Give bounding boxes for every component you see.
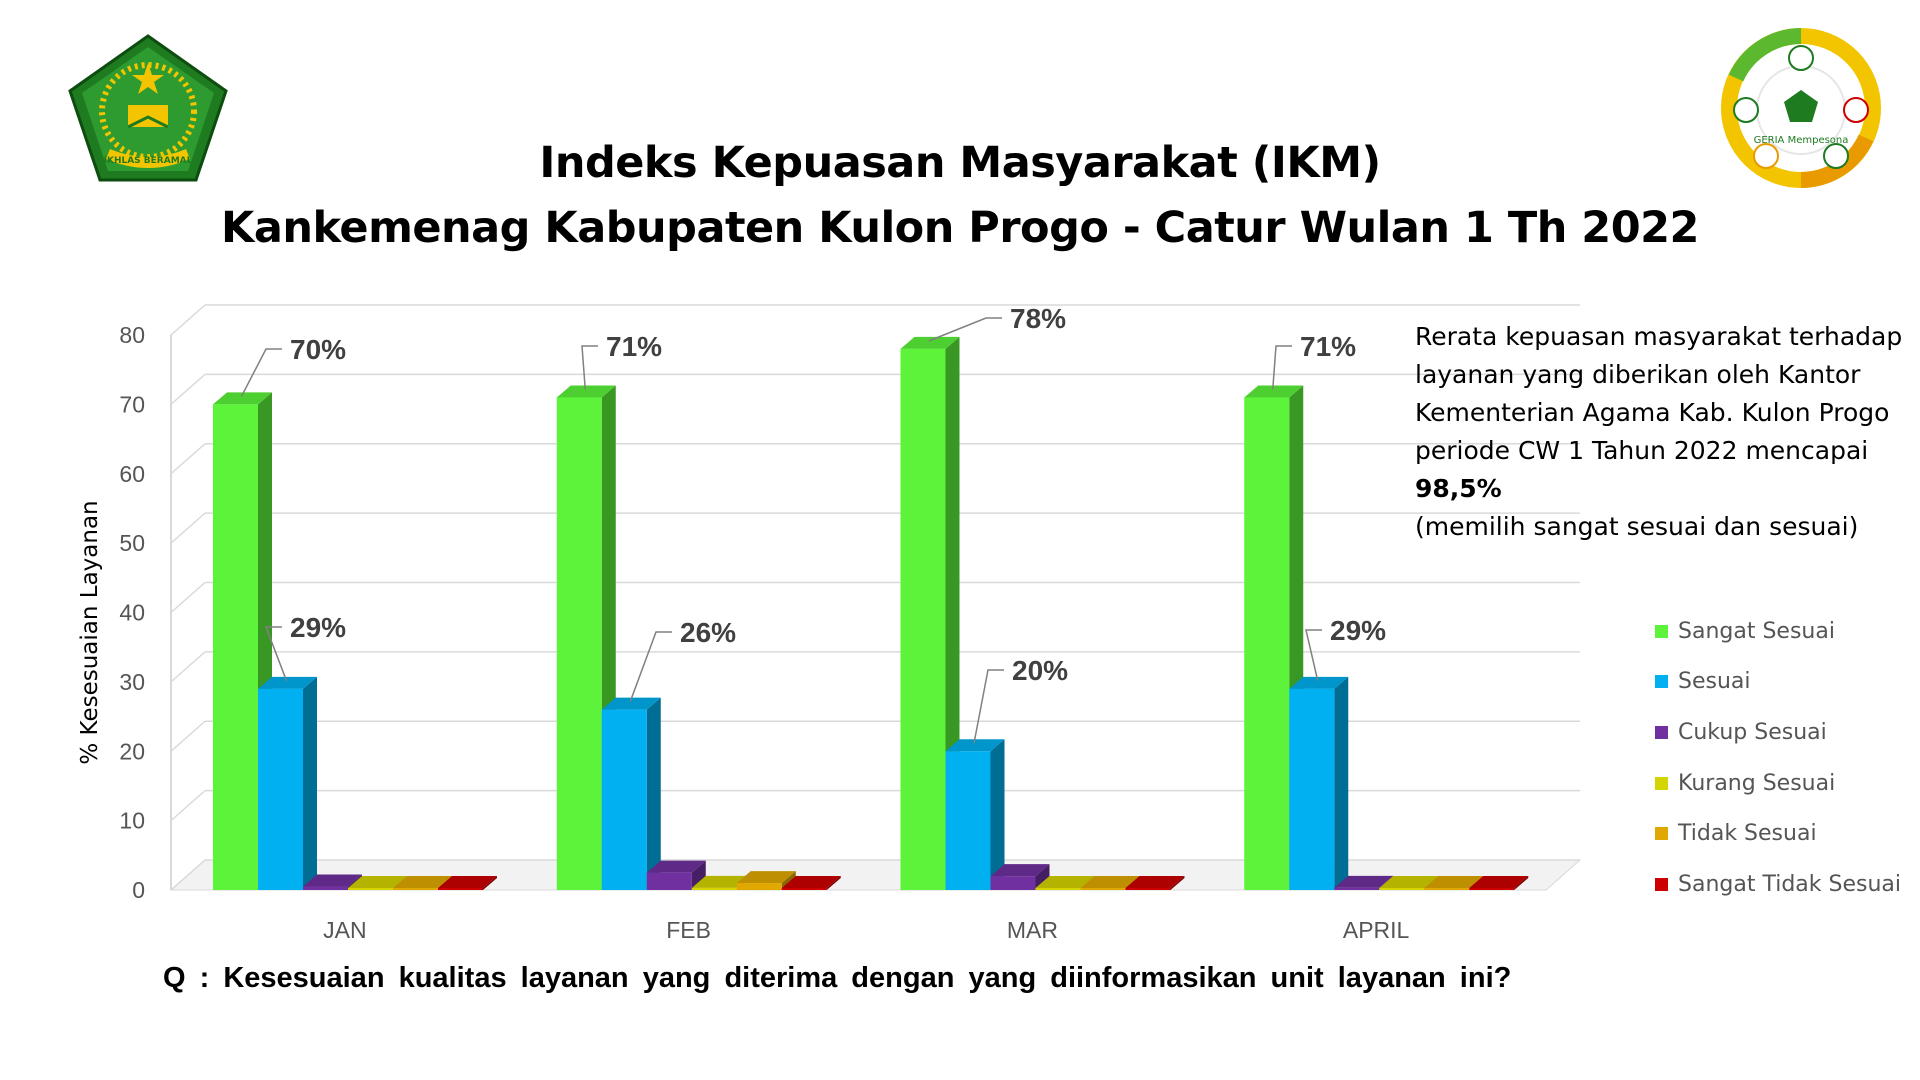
data-label-leader — [629, 631, 672, 702]
legend-label: Sangat Sesuai — [1678, 618, 1835, 644]
chart-title-line-1: Indeks Kepuasan Masyarakat (IKM) — [539, 138, 1381, 188]
legend-swatch — [1655, 776, 1668, 790]
y-tick-label: 80 — [119, 322, 145, 348]
logo-text: IKHLAS BERAMAL — [104, 156, 193, 166]
survey-question: Q : Kesesuaian kualitas layanan yang dit… — [163, 962, 1512, 994]
gridline-depth — [170, 859, 206, 891]
y-tick-label: 50 — [119, 530, 145, 556]
data-label: 70% — [290, 334, 346, 365]
data-label: 20% — [1012, 655, 1068, 686]
data-label-leader — [581, 345, 598, 390]
y-tick-label: 30 — [119, 669, 145, 695]
legend-item: Kurang Sesuai — [1655, 758, 1901, 809]
y-tick-label: 40 — [119, 600, 145, 626]
y-tick-label: 60 — [119, 461, 145, 487]
chart-title-line-2: Kankemenag Kabupaten Kulon Progo - Catur… — [221, 203, 1699, 253]
gridline-depth — [170, 581, 206, 614]
legend-item: Sangat Tidak Sesuai — [1655, 859, 1901, 910]
bar-cukup-sesuai-feb — [646, 860, 706, 890]
bar-sesuai-feb — [601, 697, 661, 890]
legend-label: Sesuai — [1678, 669, 1751, 695]
kemenag-emblem-icon: IKHLAS BERAMAL — [68, 34, 228, 182]
summary-highlight: 98,5% — [1415, 474, 1502, 503]
legend-label: Cukup Sesuai — [1678, 719, 1827, 745]
gridline-depth — [170, 720, 206, 752]
legend-swatch — [1655, 877, 1668, 891]
legend-swatch — [1655, 675, 1668, 689]
data-label-leader — [1272, 345, 1292, 390]
data-label: 71% — [606, 331, 662, 362]
y-tick-label: 10 — [119, 808, 145, 834]
geria-badge-icon: GERIA Mempesona — [1721, 28, 1881, 188]
data-label: 26% — [680, 617, 736, 648]
legend-item: Sesuai — [1655, 657, 1901, 708]
bar-sangat-tidak-sesuai-feb — [781, 876, 841, 890]
gridline-depth — [170, 304, 206, 336]
data-label: 29% — [290, 612, 346, 643]
gridline-depth — [170, 790, 206, 822]
legend-swatch — [1655, 725, 1668, 739]
y-tick-label: 20 — [119, 738, 145, 764]
legend-item: Sangat Sesuai — [1655, 606, 1901, 657]
data-label: 78% — [1010, 303, 1066, 334]
legend-swatch — [1655, 827, 1668, 841]
legend-label: Kurang Sesuai — [1678, 770, 1836, 796]
y-tick-label: 70 — [119, 391, 145, 417]
data-label: 71% — [1300, 331, 1356, 362]
gridline-depth — [170, 443, 206, 475]
logo-text: GERIA Mempesona — [1754, 135, 1849, 146]
x-tick-label: MAR — [1007, 917, 1058, 943]
bar-sangat-tidak-sesuai-april — [1469, 876, 1529, 890]
bar-cukup-sesuai-mar — [990, 864, 1050, 890]
data-label-leader — [973, 669, 1004, 744]
geria-logo: GERIA Mempesona — [1706, 18, 1896, 188]
x-tick-label: FEB — [666, 917, 711, 943]
bar-sangat-tidak-sesuai-jan — [438, 876, 497, 890]
legend-item: Tidak Sesuai — [1655, 808, 1901, 859]
data-label-leader — [1305, 629, 1322, 681]
bar-sangat-tidak-sesuai-mar — [1125, 876, 1185, 890]
chart-legend: Sangat Sesuai Sesuai Cukup Sesuai Kurang Se… — [1655, 606, 1901, 910]
x-tick-label: APRIL — [1343, 917, 1410, 943]
gridline-depth — [170, 651, 206, 683]
data-label-leader — [264, 626, 288, 682]
bar-sangat-sesuai-april — [1244, 385, 1304, 890]
kemenag-logo: IKHLAS BERAMAL — [66, 33, 230, 183]
legend-label: Sangat Tidak Sesuai — [1678, 871, 1902, 897]
y-axis-label: % Kesesuaian Layanan — [77, 500, 103, 764]
summary-text: Rerata kepuasan masyarakat terhadap laya… — [1415, 322, 1903, 465]
summary-note: Rerata kepuasan masyarakat terhadap laya… — [1415, 318, 1905, 546]
data-label-leader — [240, 348, 282, 397]
legend-swatch — [1655, 624, 1668, 638]
summary-suffix: (memilih sangat sesuai dan sesuai) — [1415, 512, 1859, 541]
legend-label: Tidak Sesuai — [1678, 821, 1817, 847]
gridline-depth — [170, 373, 206, 405]
legend-item: Cukup Sesuai — [1655, 707, 1901, 758]
bar-sesuai-mar — [945, 739, 1005, 890]
gridline-depth — [170, 512, 206, 544]
bar-sesuai-april — [1289, 676, 1349, 890]
bar-sesuai-jan — [258, 676, 317, 890]
x-tick-label: JAN — [323, 917, 366, 943]
data-label: 29% — [1330, 615, 1386, 646]
data-label-leader — [928, 317, 1002, 342]
y-tick-label: 0 — [132, 877, 145, 903]
